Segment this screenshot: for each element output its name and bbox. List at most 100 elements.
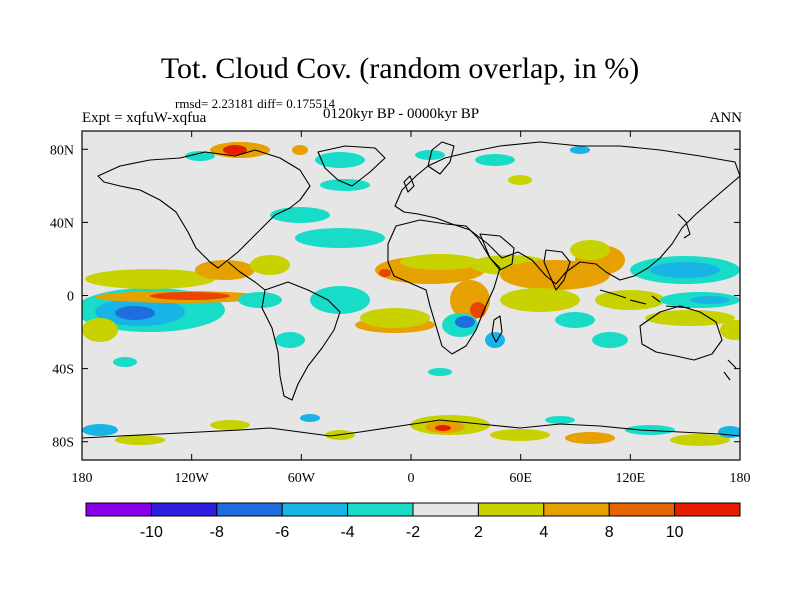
period-label: 0120kyr BP - 0000kyr BP	[323, 106, 480, 122]
anomaly-patch	[670, 434, 730, 446]
antarctica-outline	[82, 419, 740, 439]
experiment-label: Expt = xqfuW-xqfua	[82, 110, 207, 126]
indonesia-outline	[599, 289, 691, 309]
lon-tick-label: 120E	[616, 471, 646, 486]
anomaly-patch	[592, 332, 628, 348]
colorbar-label: 2	[474, 524, 483, 541]
anomaly-patch	[82, 318, 118, 342]
anomaly-patch	[645, 310, 735, 326]
anomaly-patch	[115, 435, 165, 445]
colorbar-swatch	[608, 502, 676, 517]
stats-line: rmsd= 2.23181 diff= 0.175514	[175, 96, 335, 111]
anomaly-patch	[570, 146, 590, 154]
anomaly-patch	[82, 424, 118, 436]
lon-tick-label: 60E	[509, 471, 532, 486]
anomaly-patch	[238, 292, 282, 308]
south-america-outline	[261, 281, 341, 401]
anomaly-patch	[270, 207, 330, 223]
anomaly-patch	[115, 306, 155, 320]
anomaly-patch	[295, 228, 385, 248]
lon-tick-label: 120W	[175, 471, 210, 486]
lat-tick-label: 80N	[50, 143, 74, 158]
anomaly-patch	[292, 145, 308, 155]
anomaly-patch	[360, 308, 430, 328]
anomaly-patch	[555, 312, 595, 328]
anomaly-patch	[428, 368, 452, 376]
anomaly-patch	[223, 145, 247, 155]
anomaly-patch	[210, 420, 250, 430]
anomaly-patch	[300, 414, 320, 422]
lon-tick-label: 0	[408, 471, 415, 486]
lat-tick-label: 80S	[52, 436, 74, 451]
season-label: ANN	[709, 110, 743, 126]
colorbar-swatch	[281, 502, 349, 517]
colorbar-label: 8	[605, 524, 614, 541]
anomaly-patch	[570, 240, 610, 260]
anomaly-patch	[508, 175, 532, 185]
central-america-outline	[227, 261, 266, 291]
anomaly-patch	[500, 288, 580, 312]
lat-tick-label: 40S	[52, 363, 74, 378]
anomaly-patch	[565, 432, 615, 444]
australia-outline	[639, 305, 723, 361]
arabia-outline	[479, 233, 515, 271]
new-zealand-outline	[723, 359, 737, 381]
anomaly-field	[82, 141, 740, 446]
anomaly-patch	[650, 262, 720, 278]
eurasia-outline	[394, 141, 740, 285]
lat-tick-label: 0	[67, 290, 74, 305]
anomaly-patch	[435, 425, 451, 431]
colorbar-swatch	[150, 502, 218, 517]
colorbar-label: -10	[140, 524, 163, 541]
lon-tick-label: 60W	[288, 471, 316, 486]
anomaly-patch	[455, 316, 475, 328]
colorbar-swatch	[543, 502, 610, 517]
colorbar-swatch	[347, 502, 414, 517]
anomaly-patch	[690, 296, 730, 304]
anomaly-patch	[195, 260, 255, 280]
colorbar-swatch	[674, 502, 741, 517]
latitude-axis: 80N 40N 0 40S 80S	[50, 143, 740, 451]
colorbar-label: -8	[210, 524, 224, 541]
coastlines	[82, 141, 740, 439]
colorbar-swatch	[85, 502, 152, 517]
anomaly-patch	[315, 152, 365, 168]
lat-tick-label: 40N	[50, 216, 74, 231]
anomaly-patch	[379, 269, 391, 277]
anomaly-patch	[85, 269, 215, 289]
scandinavia-outline	[427, 141, 455, 175]
anomaly-patch	[113, 357, 137, 367]
anomaly-patch	[415, 150, 445, 160]
anomaly-patch	[720, 320, 740, 340]
anomaly-patch	[150, 292, 230, 300]
north-america-outline	[97, 149, 311, 269]
colorbar-swatch	[477, 502, 545, 517]
colorbar: -10 -8 -6 -4 -2 2 4 8 10	[85, 502, 741, 541]
india-outline	[543, 249, 571, 291]
anomaly-patch	[545, 416, 575, 424]
anomaly-patch	[400, 254, 480, 270]
map-title: Tot. Cloud Cov. (random overlap, in %)	[160, 52, 640, 85]
anomaly-patch	[310, 286, 370, 314]
anomaly-patch	[185, 151, 215, 161]
greenland-outline	[317, 145, 386, 187]
africa-outline	[387, 219, 501, 355]
anomaly-patch	[475, 154, 515, 166]
britain-outline	[403, 175, 415, 193]
colorbar-label: -2	[406, 524, 420, 541]
colorbar-label: -6	[275, 524, 289, 541]
colorbar-swatch	[216, 502, 283, 517]
colorbar-label: -4	[340, 524, 354, 541]
lon-tick-label: 180	[730, 471, 751, 486]
lon-tick-label: 180	[72, 471, 93, 486]
madagascar-outline	[491, 315, 503, 343]
anomaly-patch	[250, 255, 290, 275]
colorbar-label: 10	[666, 524, 684, 541]
colorbar-swatch	[412, 502, 479, 517]
anomaly-patch	[490, 429, 550, 441]
japan-outline	[677, 213, 691, 239]
anomaly-patch	[275, 332, 305, 348]
anomaly-patch	[320, 179, 370, 191]
longitude-axis: 180 120W 60W 0 60E 120E 180	[72, 131, 751, 486]
